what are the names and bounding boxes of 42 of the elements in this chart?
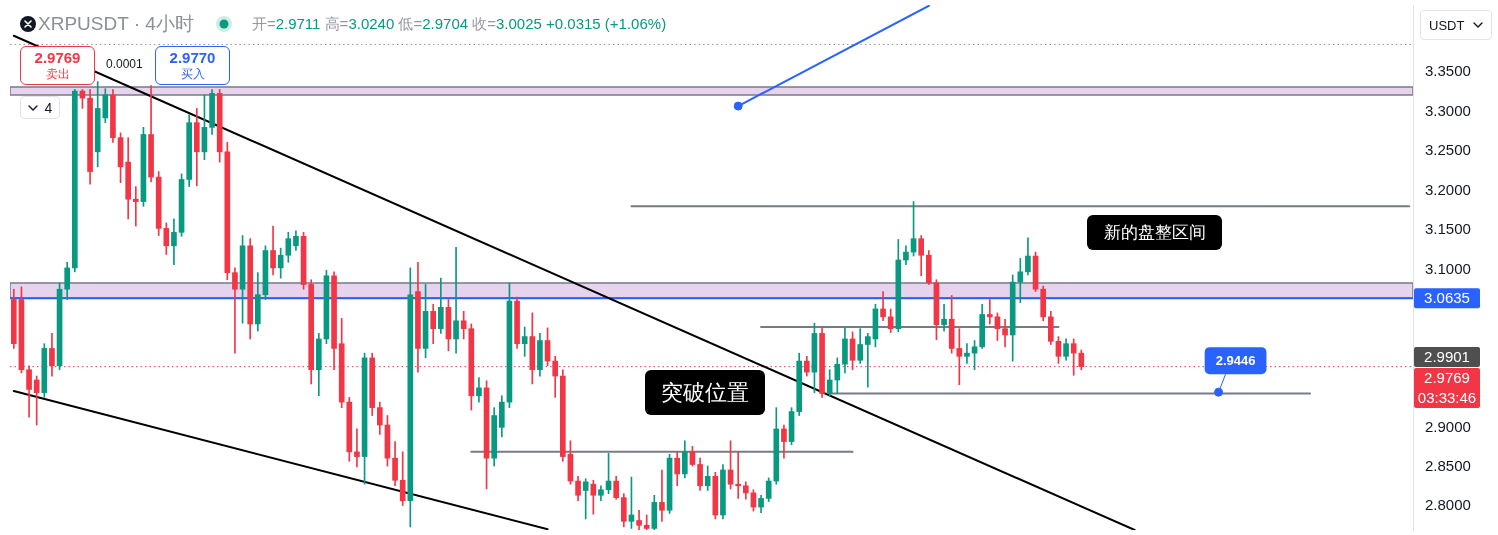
y-tick-label: 3.1000: [1425, 259, 1471, 277]
text: 03:33:46: [1417, 388, 1477, 406]
data-label: 2.9446: [1215, 352, 1256, 368]
annotation: 4: [44, 99, 53, 116]
chart-title: XRPUSDT · 4小时: [38, 12, 194, 36]
annotation: 卖出: [45, 67, 70, 82]
ref-line-label: 3.0635: [1424, 288, 1470, 306]
candlestick: [659, 469, 665, 522]
y-tick-label: 2.8000: [1425, 496, 1471, 514]
candlestick: [964, 343, 970, 364]
annotation: 买入: [180, 67, 205, 82]
annotation: 突破位置: [661, 378, 749, 407]
text: 2.9901: [1424, 347, 1470, 365]
candlestick: [864, 333, 871, 388]
candlestick: [453, 247, 459, 354]
annotation: 0.0001: [106, 57, 143, 72]
annotation: 2.9769: [34, 49, 81, 67]
candlestick: [986, 299, 993, 325]
y-tick-label: 3.3500: [1425, 62, 1471, 80]
y-tick-label: 3.2000: [1425, 180, 1471, 198]
y-tick-label: 2.8500: [1425, 456, 1471, 474]
annotation: 2.9770: [169, 49, 216, 67]
sell-button: 2.9769 卖出: [20, 46, 95, 85]
currency-dropdown: USDT: [1420, 10, 1492, 40]
candlestick: [132, 186, 139, 227]
candlestick: [1017, 258, 1024, 303]
collapse-button: 4: [20, 96, 60, 119]
y-tick-label: 3.1500: [1425, 220, 1471, 238]
y-tick-label: 2.9000: [1425, 417, 1471, 435]
label-box: 新的盘整区间: [1087, 215, 1222, 250]
candlestick: [354, 428, 360, 468]
y-tick-label: 3.3000: [1425, 101, 1471, 119]
label-box: 突破位置: [645, 370, 765, 415]
candlestick: [941, 303, 947, 332]
buy-button: 2.9770 买入: [155, 46, 230, 85]
candlestick: [582, 478, 589, 520]
annotation: 新的盘整区间: [1103, 222, 1206, 244]
candlestick: [232, 267, 238, 354]
candlestick: [735, 451, 742, 499]
y-tick-label: 3.2500: [1425, 141, 1471, 159]
text: 开=2.9711 高=3.0240 低=2.9704 收=3.0025 +0.0315 (+1.06%): [251, 14, 667, 32]
ref-line-label: 2.9769: [1424, 368, 1470, 386]
